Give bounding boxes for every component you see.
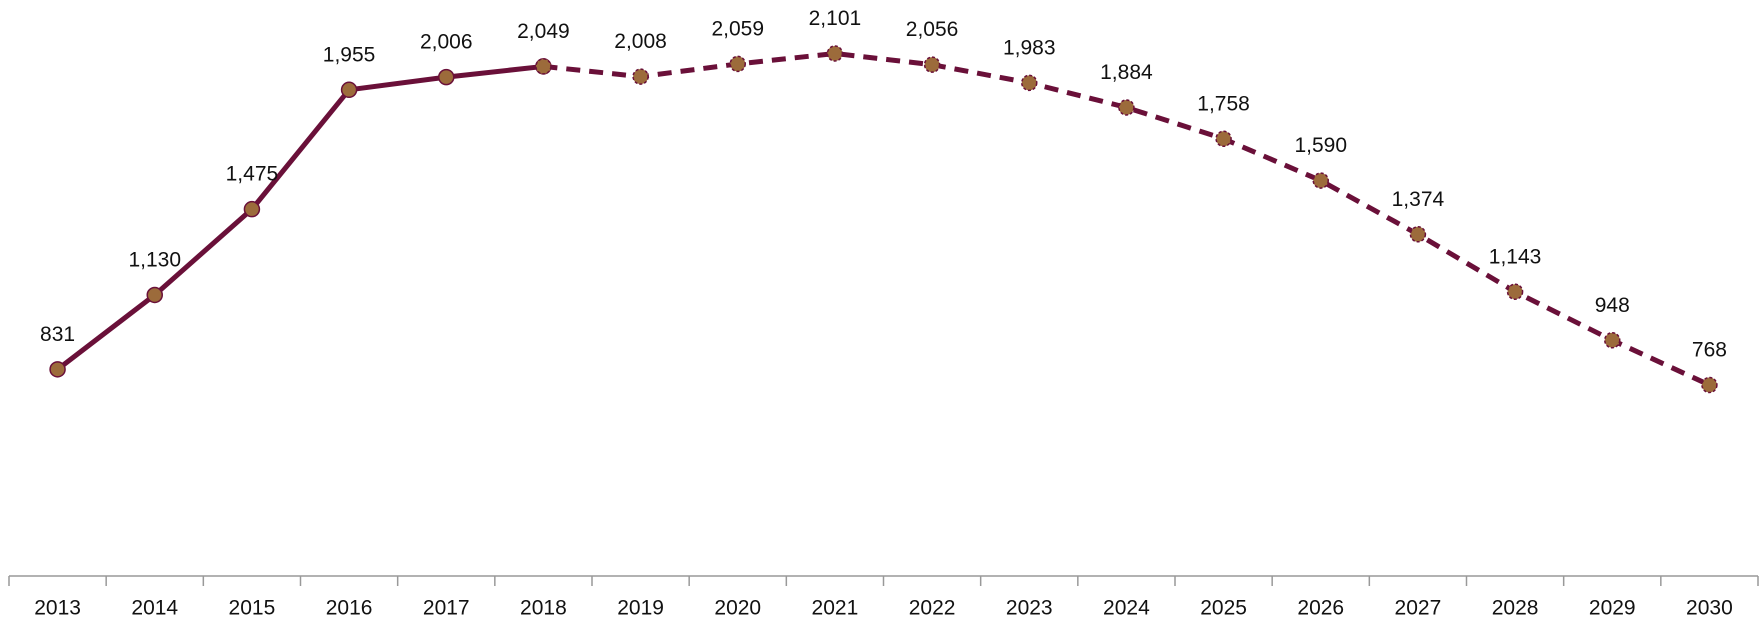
data-label: 1,884 bbox=[1100, 61, 1153, 84]
marker bbox=[1409, 226, 1427, 243]
x-tick-label: 2019 bbox=[617, 597, 664, 620]
data-label: 1,475 bbox=[226, 163, 279, 186]
data-label: 948 bbox=[1595, 294, 1630, 317]
data-label: 2,008 bbox=[614, 30, 667, 53]
marker bbox=[146, 286, 163, 304]
marker bbox=[1506, 283, 1524, 300]
marker bbox=[243, 200, 261, 218]
marker bbox=[438, 68, 455, 86]
x-tick-label: 2016 bbox=[326, 597, 373, 620]
marker bbox=[340, 81, 358, 99]
marker bbox=[729, 55, 746, 73]
data-label: 831 bbox=[40, 323, 75, 346]
data-label: 2,059 bbox=[711, 17, 764, 40]
data-label: 2,101 bbox=[809, 7, 862, 30]
marker bbox=[826, 45, 844, 62]
data-label: 1,374 bbox=[1392, 188, 1445, 211]
marker bbox=[632, 68, 649, 85]
marker bbox=[1312, 172, 1329, 189]
marker bbox=[1604, 331, 1621, 349]
x-tick-label: 2022 bbox=[909, 597, 956, 620]
marker bbox=[1021, 74, 1038, 92]
marker bbox=[1215, 130, 1232, 148]
marker bbox=[1701, 376, 1718, 394]
x-tick-label: 2027 bbox=[1395, 597, 1442, 620]
data-label: 768 bbox=[1692, 339, 1727, 362]
data-label: 2,049 bbox=[517, 20, 570, 43]
marker bbox=[1118, 99, 1135, 116]
data-label: 2,056 bbox=[906, 18, 959, 41]
data-label: 1,983 bbox=[1003, 36, 1056, 59]
x-tick-label: 2020 bbox=[714, 597, 761, 620]
x-tick-label: 2026 bbox=[1297, 597, 1344, 620]
x-tick-label: 2025 bbox=[1200, 597, 1247, 620]
data-label: 1,955 bbox=[323, 43, 376, 66]
x-tick-label: 2029 bbox=[1589, 597, 1636, 620]
x-tick-label: 2030 bbox=[1686, 597, 1733, 620]
x-tick-label: 2024 bbox=[1103, 597, 1150, 620]
data-label: 1,130 bbox=[128, 249, 181, 272]
x-tick-label: 2018 bbox=[520, 597, 567, 620]
data-label: 1,143 bbox=[1489, 245, 1542, 268]
x-tick-label: 2017 bbox=[423, 597, 470, 620]
data-label: 1,590 bbox=[1294, 134, 1347, 157]
marker bbox=[535, 58, 552, 75]
data-label: 1,758 bbox=[1197, 92, 1250, 115]
data-label: 2,006 bbox=[420, 31, 473, 54]
line bbox=[56, 63, 544, 372]
marker bbox=[923, 56, 941, 73]
x-tick-label: 2014 bbox=[131, 597, 178, 620]
x-tick-label: 2028 bbox=[1492, 597, 1539, 620]
x-tick-label: 2023 bbox=[1006, 597, 1053, 620]
x-tick-label: 2021 bbox=[812, 597, 859, 620]
marker bbox=[49, 361, 66, 378]
x-tick-label: 2015 bbox=[229, 597, 276, 620]
x-tick-label: 2013 bbox=[34, 597, 81, 620]
